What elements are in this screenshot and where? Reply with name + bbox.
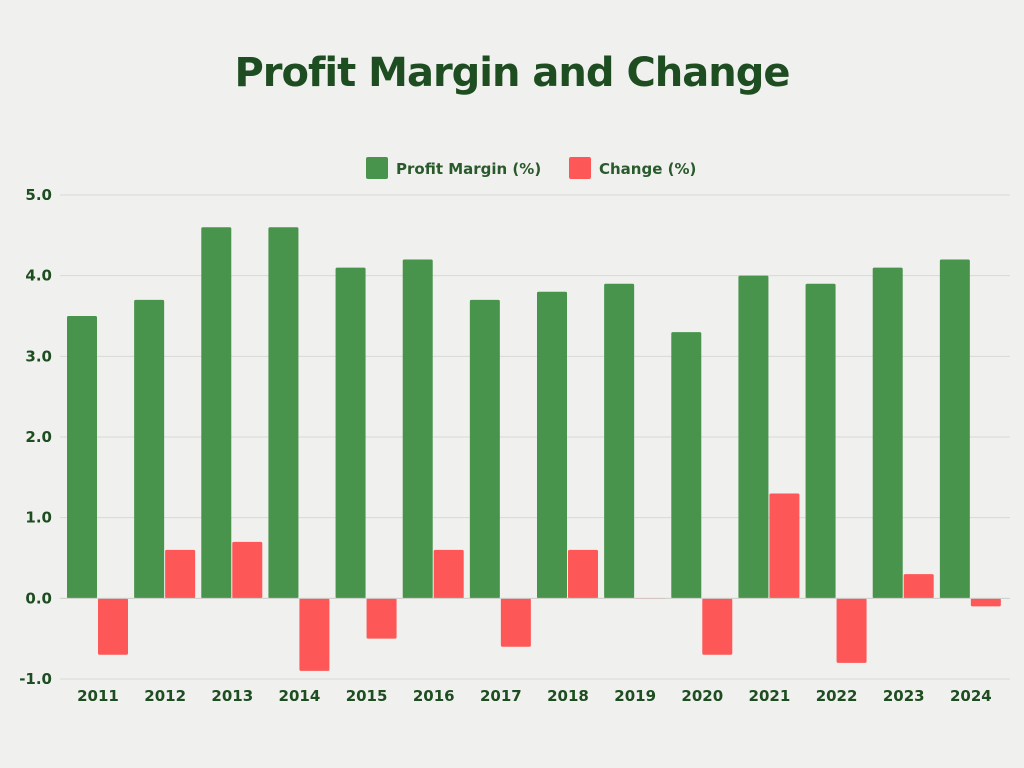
bar-profit-margin xyxy=(537,291,567,599)
legend-swatch-change xyxy=(569,157,591,179)
bar-change xyxy=(568,549,598,599)
y-tick-label: -1.0 xyxy=(19,670,52,688)
bar-change xyxy=(970,598,1001,607)
x-tick-label: 2021 xyxy=(749,687,791,705)
bar-profit-margin xyxy=(201,227,232,599)
x-tick-label: 2022 xyxy=(816,687,858,705)
x-tick-label: 2013 xyxy=(211,687,253,705)
bar-profit-margin xyxy=(939,259,970,599)
bar-profit-margin xyxy=(402,259,433,599)
bar-change xyxy=(299,598,330,671)
bar-change xyxy=(836,598,867,663)
x-axis-ticks: 2011 2012 2013 2014 2015 2016 2017 2018 … xyxy=(77,687,992,705)
legend-label-change: Change (%) xyxy=(599,160,696,178)
y-tick-label: 0.0 xyxy=(25,589,52,607)
bar-profit-margin xyxy=(67,316,97,599)
x-tick-label: 2012 xyxy=(144,687,186,705)
chart-title: Profit Margin and Change xyxy=(234,50,790,96)
bar-change xyxy=(165,549,196,599)
bar-profit-margin xyxy=(604,283,635,599)
bar-change xyxy=(702,598,733,655)
x-tick-label: 2023 xyxy=(883,687,925,705)
y-tick-label: 4.0 xyxy=(25,267,52,285)
bar-change xyxy=(366,598,397,639)
x-tick-label: 2020 xyxy=(681,687,723,705)
legend-label-profit-margin: Profit Margin (%) xyxy=(396,160,541,178)
bar-profit-margin xyxy=(268,227,299,599)
y-tick-label: 2.0 xyxy=(25,428,52,446)
bar-profit-margin xyxy=(805,283,836,599)
y-tick-label: 5.0 xyxy=(25,186,52,204)
bar-change xyxy=(500,598,531,647)
bar-profit-margin xyxy=(335,267,366,599)
y-tick-label: 3.0 xyxy=(25,347,52,365)
bar-profit-margin xyxy=(872,267,903,599)
bar-change xyxy=(903,574,934,599)
x-tick-label: 2014 xyxy=(279,687,321,705)
x-tick-label: 2015 xyxy=(346,687,388,705)
y-tick-label: 1.0 xyxy=(25,509,52,527)
bar-profit-margin xyxy=(134,299,165,599)
x-tick-label: 2024 xyxy=(950,687,992,705)
bars xyxy=(60,227,1010,671)
bar-change xyxy=(98,598,128,655)
bar-profit-margin xyxy=(671,332,702,599)
x-tick-label: 2011 xyxy=(77,687,119,705)
bar-change xyxy=(769,493,800,599)
x-tick-label: 2018 xyxy=(547,687,589,705)
bar-change xyxy=(433,549,464,599)
y-axis-ticks: 5.0 4.0 3.0 2.0 1.0 0.0 -1.0 xyxy=(19,186,52,688)
bar-profit-margin xyxy=(469,299,500,599)
x-tick-label: 2019 xyxy=(614,687,656,705)
x-tick-label: 2016 xyxy=(413,687,455,705)
bar-profit-margin xyxy=(738,275,769,599)
x-tick-label: 2017 xyxy=(480,687,522,705)
legend: Profit Margin (%) Change (%) xyxy=(366,157,696,179)
bar-change xyxy=(232,541,263,599)
legend-swatch-profit-margin xyxy=(366,157,388,179)
